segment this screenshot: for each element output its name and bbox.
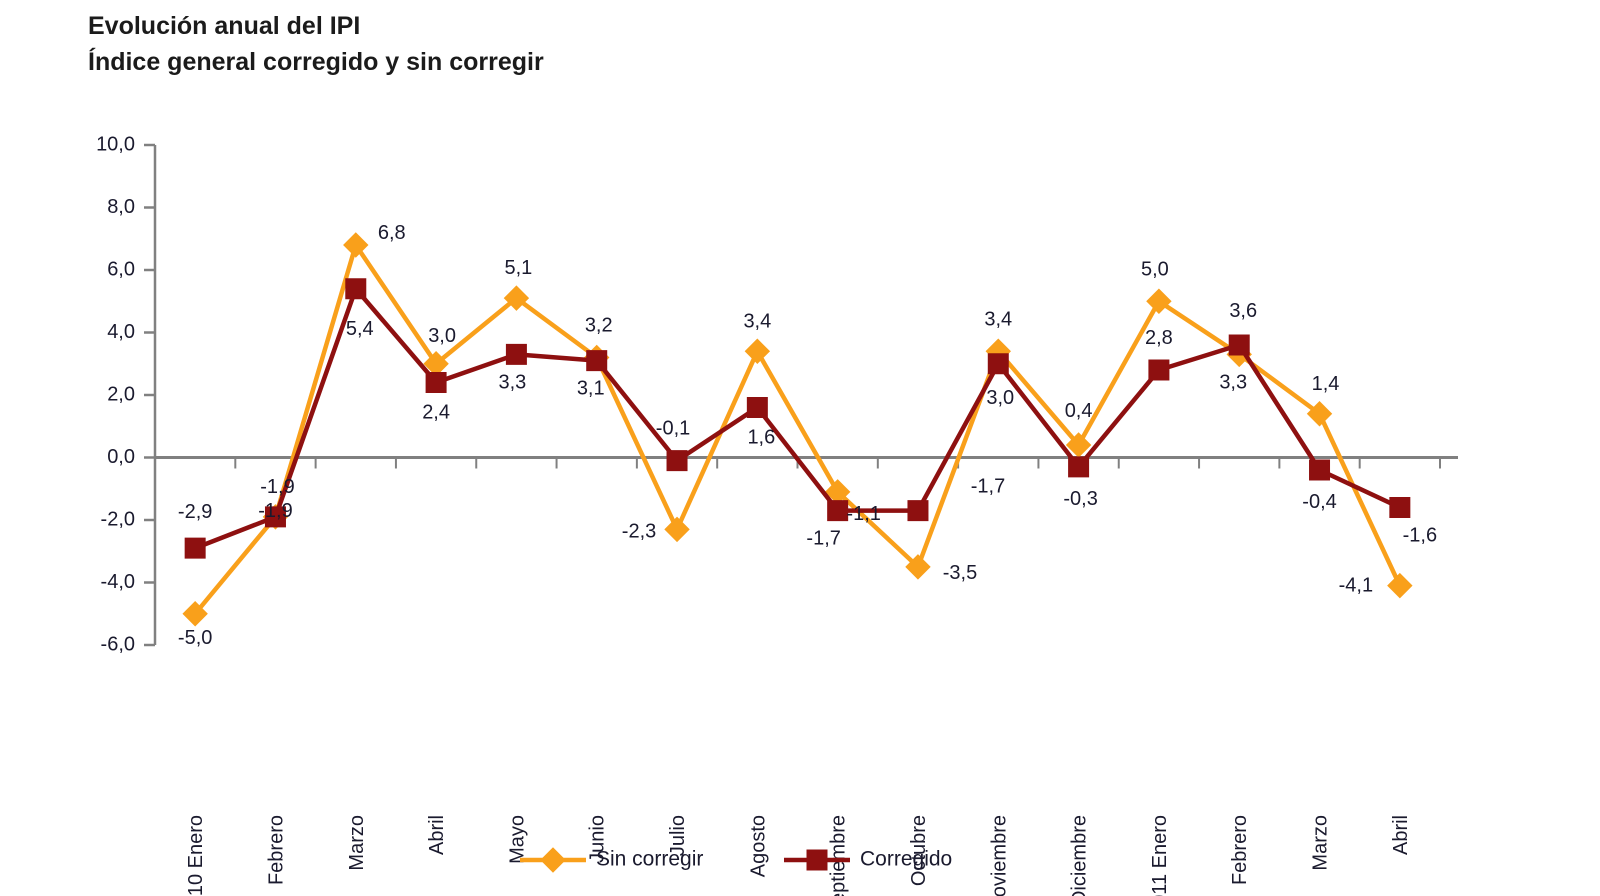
data-point-label: -2,9: [178, 501, 212, 523]
data-point-label: -0,3: [1063, 488, 1097, 510]
data-point-label: -0,1: [656, 418, 690, 440]
x-axis-tick-label: 2011 Enero: [1149, 815, 1171, 896]
y-axis: 10,0 8,0 6,0 4,0 2,0 0,0 -2,0 -4,0 -6,0: [96, 133, 157, 655]
y-axis-tick-label: 6,0: [107, 258, 135, 280]
y-axis-tick-label: -4,0: [101, 571, 135, 593]
y-axis-tick-label: 8,0: [107, 196, 135, 218]
data-point-label: -4,1: [1339, 575, 1373, 597]
x-axis-tick-label: Mayo: [506, 815, 528, 864]
data-point-label: -1,9: [258, 500, 292, 522]
data-point-marker: [664, 516, 690, 543]
data-point-label: -0,4: [1302, 491, 1336, 513]
data-point-label: 5,4: [346, 318, 374, 340]
data-point-marker: [1148, 359, 1170, 381]
data-point-label: 3,2: [585, 315, 613, 337]
data-point-label: -1,1: [846, 503, 880, 525]
data-point-marker: [907, 500, 929, 522]
data-point-label: 6,8: [378, 222, 406, 244]
legend-marker-1: [806, 849, 828, 871]
data-point-label: -1,7: [806, 528, 840, 550]
data-point-label: 3,4: [743, 310, 771, 332]
x-axis-tick-label: Junio: [587, 815, 609, 863]
data-point-marker: [1146, 288, 1172, 314]
data-series-group: [182, 232, 1413, 627]
y-axis-tick-label: -2,0: [101, 508, 135, 530]
data-labels-group: -5,0 -1,9 6,8 3,0 5,1 3,2 -2,3 3,4 -1,1 -3,5 3,4 0,…: [178, 222, 1437, 649]
data-point-marker: [505, 343, 527, 365]
data-point-label: 1,4: [1312, 373, 1340, 395]
data-point-label: -2,3: [622, 520, 656, 542]
x-axis-tick-label: 2010 Enero: [185, 815, 207, 896]
data-point-marker: [905, 554, 931, 580]
data-point-label: -1,9: [260, 476, 294, 498]
y-axis-tick-label: 2,0: [107, 383, 135, 405]
data-point-marker: [1306, 401, 1333, 427]
x-axis-tick-label: Abril: [1390, 815, 1412, 855]
chart-title-block: Evolución anual del IPI Índice general c…: [88, 8, 988, 80]
x-axis-tick-label: Febrero: [265, 815, 287, 885]
data-point-label: 5,0: [1141, 258, 1169, 280]
data-point-marker: [345, 278, 367, 300]
data-point-marker: [182, 601, 208, 627]
data-point-marker: [1228, 334, 1250, 356]
page-subtitle: Índice general corregido y sin corregir: [88, 48, 544, 76]
data-point-label: 2,8: [1145, 327, 1173, 349]
legend-label: Sin corregir: [596, 848, 703, 871]
data-point-marker: [503, 285, 530, 311]
data-point-label: -1,7: [971, 476, 1005, 498]
legend-marker-0: [540, 847, 566, 873]
data-point-marker: [1068, 456, 1090, 478]
y-axis-tick-label: 10,0: [96, 133, 135, 155]
x-axis-tick-label: Septiembre: [828, 815, 850, 896]
x-axis: 2010 Enero Febrero Marzo Abril Mayo Junio Juli…: [154, 456, 1458, 896]
x-axis-tick-label: Diciembre: [1069, 815, 1091, 896]
series-line-sin-corregir: [193, 242, 1402, 616]
data-point-marker: [586, 350, 608, 372]
data-point-label: -5,0: [178, 627, 212, 649]
data-point-marker: [744, 338, 771, 364]
series-line-corregido: [194, 286, 1401, 551]
data-point-label: 3,6: [1229, 300, 1257, 322]
data-point-label: 3,3: [1219, 371, 1247, 393]
data-point-marker: [987, 353, 1009, 375]
data-point-marker: [184, 537, 206, 559]
data-point-label: 3,0: [428, 325, 456, 347]
x-axis-tick-label: Noviembre: [988, 815, 1010, 896]
data-point-label: 3,1: [577, 378, 605, 400]
chart-legend: Sin corregir Corregido: [520, 847, 952, 873]
x-axis-tick-label: Agosto: [747, 815, 769, 877]
data-point-label: 3,4: [984, 308, 1012, 330]
data-point-label: -3,5: [943, 562, 977, 584]
x-axis-tick-label: Octubre: [908, 815, 930, 886]
data-point-marker: [343, 232, 369, 258]
data-point-marker: [425, 372, 447, 393]
data-point-marker: [1387, 572, 1413, 599]
legend-label: Corregido: [860, 848, 952, 871]
data-point-label: 1,6: [747, 427, 775, 449]
data-point-label: 2,4: [422, 402, 450, 424]
data-point-label: 5,1: [505, 257, 533, 279]
data-point-marker: [827, 500, 849, 522]
y-axis-tick-label: 0,0: [107, 446, 135, 468]
data-point-marker: [264, 506, 286, 528]
data-point-marker: [666, 450, 688, 472]
x-axis-tick-label: Marzo: [1310, 815, 1332, 871]
data-point-label: 3,0: [986, 387, 1014, 409]
data-point-label: 0,4: [1065, 400, 1093, 422]
x-axis-tick-label: Marzo: [346, 815, 368, 871]
data-point-label: 3,3: [499, 371, 527, 393]
page-title: Evolución anual del IPI: [88, 12, 361, 40]
x-axis-tick-label: Febrero: [1229, 815, 1251, 885]
data-point-marker: [1309, 459, 1331, 481]
x-axis-tick-label: Abril: [426, 815, 448, 855]
y-axis-tick-label: 4,0: [107, 321, 135, 343]
x-axis-tick-label: Julio: [667, 815, 689, 856]
y-axis-tick-label: -6,0: [101, 633, 135, 655]
data-point-marker: [1389, 497, 1411, 518]
data-point-marker: [746, 397, 768, 418]
data-point-label: -1,6: [1403, 525, 1437, 547]
